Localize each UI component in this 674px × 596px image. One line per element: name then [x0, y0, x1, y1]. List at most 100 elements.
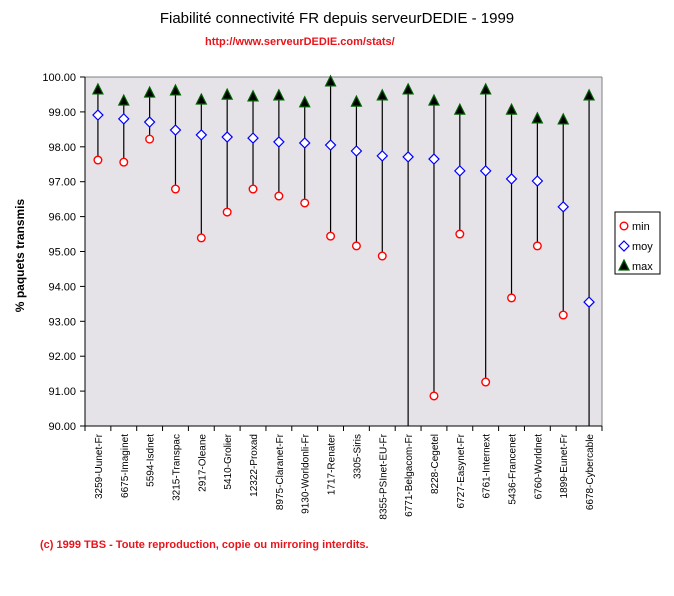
point-min: [300, 198, 310, 208]
y-axis-label: % paquets transmis: [13, 198, 27, 312]
point-moy: [247, 132, 259, 144]
category-label: 6771-Belgacom-Fr: [404, 433, 415, 516]
copyright-footer: (c) 1999 TBS - Toute reproduction, copie…: [40, 539, 369, 551]
point-max: [221, 87, 234, 100]
point-max: [91, 82, 104, 95]
legend: min moy max: [614, 211, 661, 275]
point-moy: [221, 131, 234, 143]
point-min: [326, 231, 336, 241]
point-max: [505, 102, 518, 115]
point-moy: [428, 153, 440, 165]
category-label: 8228-Cegetel: [430, 434, 441, 494]
y-tick-label: 97.00: [48, 177, 76, 189]
y-tick-label: 95.00: [48, 247, 76, 259]
legend-label-min: min: [632, 221, 650, 233]
y-axis: 90.00 91.00 92.00 93.00 94.00 95.00 96.00 97.00…: [42, 72, 603, 433]
y-tick-label: 94.00: [48, 281, 76, 293]
category-label: 3305-Siris: [352, 434, 363, 479]
y-tick-label: 96.00: [48, 212, 76, 224]
category-label: 1899-Eunet-Fr: [559, 433, 570, 498]
category-label: 6678-Cybercable: [585, 434, 596, 511]
category-label: 8975-Claranet-Fr: [275, 433, 286, 510]
point-max: [531, 111, 544, 124]
category-label: 3259-Uunet-Fr: [94, 433, 105, 499]
point-min: [196, 233, 206, 243]
point-min: [170, 184, 180, 194]
point-moy: [583, 296, 595, 308]
point-moy: [531, 175, 544, 187]
point-max: [557, 112, 570, 125]
point-min: [119, 157, 129, 167]
point-moy: [402, 151, 414, 163]
plot-area: [85, 77, 602, 426]
y-tick-label: 98.00: [48, 142, 76, 154]
point-min: [145, 134, 155, 144]
x-axis: 3259-Uunet-Fr 6675-Imaginet 5594-Isdnet 321…: [84, 425, 603, 520]
point-moy: [298, 137, 311, 149]
point-max: [583, 88, 596, 101]
y-tick-label: 100.00: [42, 72, 76, 84]
point-moy: [195, 129, 208, 141]
point-moy: [505, 173, 518, 185]
legend-min-icon: [619, 221, 629, 231]
category-label: 9130-Worldonli-Fr: [301, 433, 312, 514]
point-moy: [479, 165, 492, 177]
point-max: [402, 82, 415, 95]
point-min: [507, 293, 517, 303]
category-label: 6761-Internext: [482, 434, 493, 499]
y-tick-label: 93.00: [48, 316, 76, 328]
point-min: [248, 184, 258, 194]
point-min: [558, 310, 568, 320]
point-max: [479, 82, 492, 95]
legend-max-icon: [618, 258, 630, 271]
point-max: [143, 85, 156, 98]
y-tick-label: 92.00: [48, 351, 76, 363]
point-max: [324, 74, 337, 87]
chart-title: Fiabilité connectivité FR depuis serveur…: [159, 10, 515, 27]
legend-label-moy: moy: [632, 241, 653, 253]
point-moy: [557, 200, 570, 213]
point-moy: [92, 109, 104, 121]
y-tick-label: 99.00: [48, 107, 76, 119]
category-label: 12322-Proxad: [249, 434, 260, 497]
category-label: 8355-PSInet-EU-Fr: [378, 433, 389, 519]
category-label: 5410-Grolier: [223, 433, 234, 489]
point-max: [376, 88, 389, 101]
point-moy: [453, 165, 466, 177]
point-max: [247, 89, 259, 102]
point-max: [272, 88, 285, 101]
point-max: [428, 93, 440, 106]
point-min: [429, 391, 439, 401]
point-min: [455, 229, 465, 239]
point-moy: [324, 139, 337, 151]
category-label: 5436-Francenet: [508, 434, 519, 505]
category-label: 5594-Isdnet: [146, 434, 157, 487]
category-label: 3215-Transpac: [171, 434, 182, 501]
category-label: 1717-Renater: [327, 433, 338, 495]
point-min: [377, 251, 387, 261]
point-moy: [143, 116, 156, 128]
category-label: 2917-Oleane: [197, 434, 208, 492]
chart-subtitle-url[interactable]: http://www.serveurDEDIE.com/stats/: [205, 36, 395, 48]
point-max: [195, 92, 208, 105]
point-min: [532, 241, 542, 251]
point-moy: [117, 113, 130, 125]
point-max: [350, 94, 363, 107]
point-max: [298, 95, 311, 108]
point-min: [274, 191, 284, 201]
point-max: [169, 83, 182, 96]
point-moy: [273, 136, 285, 148]
point-max: [117, 93, 130, 106]
point-max: [453, 102, 466, 115]
legend-label-max: max: [632, 261, 653, 273]
point-moy: [169, 124, 182, 136]
y-tick-label: 91.00: [48, 386, 76, 398]
point-min: [93, 155, 103, 165]
point-min: [351, 241, 361, 251]
category-label: 6675-Imaginet: [120, 434, 131, 498]
point-moy: [376, 150, 389, 162]
point-moy: [350, 145, 363, 157]
y-tick-label: 90.00: [48, 421, 76, 433]
category-label: 6760-Worldnet: [533, 434, 544, 500]
